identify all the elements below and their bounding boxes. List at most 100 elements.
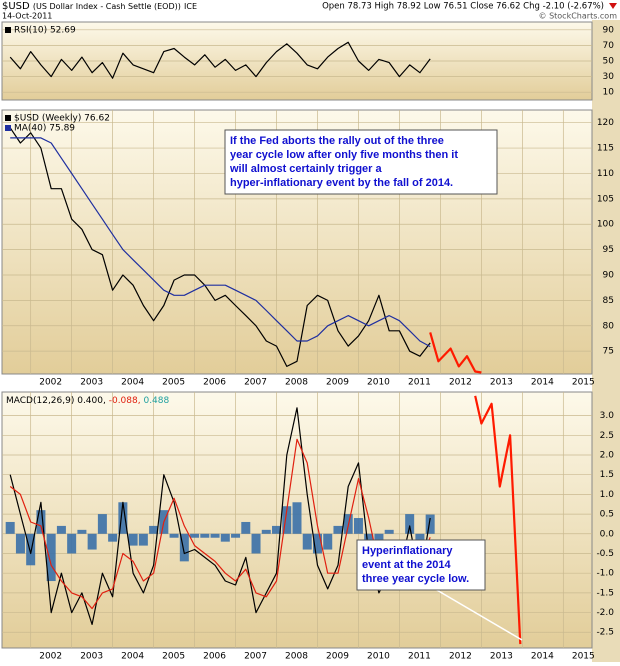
histogram-bar bbox=[77, 529, 87, 534]
x-tick-label: 2011 bbox=[408, 652, 431, 662]
x-tick-label: 2008 bbox=[285, 652, 308, 662]
x-tick-label: 2009 bbox=[326, 652, 349, 662]
series-line bbox=[9, 438, 431, 610]
axis-strip bbox=[592, 20, 620, 662]
y-tick-label: 75 bbox=[603, 347, 614, 357]
x-tick-label: 2010 bbox=[367, 378, 390, 388]
x-tick-label: 2015 bbox=[572, 652, 595, 662]
x-tick-label: 2013 bbox=[490, 652, 513, 662]
histogram-bar bbox=[353, 518, 363, 534]
histogram-bar bbox=[261, 529, 271, 534]
x-tick-label: 2014 bbox=[531, 652, 554, 662]
annotation-text: Hyperinflationary bbox=[362, 545, 453, 557]
series-line bbox=[9, 127, 431, 367]
histogram-bar bbox=[108, 533, 118, 542]
histogram-bar bbox=[190, 533, 200, 538]
y-tick-label: 70 bbox=[603, 41, 615, 51]
histogram-bar bbox=[405, 514, 415, 534]
histogram-bar bbox=[251, 533, 261, 554]
x-tick-label: 2005 bbox=[162, 378, 185, 388]
histogram-bar bbox=[87, 533, 97, 550]
y-tick-label: 1.5 bbox=[600, 470, 614, 480]
histogram-bar bbox=[323, 533, 333, 550]
histogram-bar bbox=[36, 510, 46, 534]
y-tick-label: 30 bbox=[603, 72, 615, 82]
y-tick-label: 85 bbox=[603, 296, 614, 306]
legend-swatch bbox=[5, 125, 11, 131]
histogram-bar bbox=[118, 502, 128, 534]
annotation-text: hyper-inflationary event by the fall of … bbox=[230, 177, 453, 189]
y-tick-label: 105 bbox=[597, 194, 614, 204]
histogram-bar bbox=[56, 525, 66, 534]
y-tick-label: 10 bbox=[603, 88, 615, 98]
y-tick-label: 95 bbox=[603, 245, 614, 255]
projection-line bbox=[474, 395, 522, 645]
y-tick-label: -0.5 bbox=[596, 549, 614, 559]
x-tick-label: 2004 bbox=[121, 652, 144, 662]
x-tick-label: 2007 bbox=[244, 378, 267, 388]
x-tick-label: 2009 bbox=[326, 378, 349, 388]
y-tick-label: 2.5 bbox=[600, 431, 614, 441]
y-tick-label: 90 bbox=[603, 271, 615, 281]
x-tick-label: 2013 bbox=[490, 378, 513, 388]
histogram-bar bbox=[302, 533, 312, 550]
histogram-bar bbox=[46, 533, 56, 582]
x-tick-label: 2014 bbox=[531, 378, 554, 388]
histogram-bar bbox=[292, 502, 302, 534]
histogram-bar bbox=[312, 533, 322, 554]
histogram-bar bbox=[179, 533, 189, 562]
histogram-bar bbox=[241, 521, 251, 534]
symbol-name: (US Dollar Index - Cash Settle (EOD)) bbox=[33, 2, 181, 11]
y-tick-label: 80 bbox=[603, 321, 615, 331]
histogram-bar bbox=[26, 533, 36, 566]
legend-entry: $USD (Weekly) 76.62 bbox=[14, 114, 110, 124]
series-line bbox=[9, 41, 431, 79]
exchange: ICE bbox=[184, 2, 197, 11]
legend-entry: 0.488 bbox=[143, 396, 169, 406]
y-tick-label: -2.0 bbox=[596, 608, 614, 618]
histogram-bar bbox=[333, 525, 343, 534]
quote: Open 78.73 High 78.92 Low 76.51 Close 76… bbox=[322, 2, 604, 12]
y-tick-label: 100 bbox=[597, 220, 614, 230]
y-tick-label: -2.5 bbox=[596, 628, 614, 638]
y-tick-label: 0.0 bbox=[600, 529, 615, 539]
x-tick-label: 2011 bbox=[408, 378, 431, 388]
histogram-bar bbox=[282, 506, 292, 534]
annotation-box bbox=[356, 539, 486, 591]
annotation-pointer bbox=[429, 585, 523, 641]
y-tick-label: 90 bbox=[603, 25, 615, 35]
symbol-text: $USD bbox=[2, 1, 30, 12]
annotation-text: will almost certainly trigger a bbox=[229, 163, 382, 175]
plot bbox=[9, 127, 431, 367]
histogram-bar bbox=[384, 529, 394, 534]
histogram-bar bbox=[169, 533, 179, 538]
histogram-bar bbox=[5, 521, 15, 534]
histogram-bar bbox=[210, 533, 220, 538]
x-tick-label: 2006 bbox=[203, 378, 226, 388]
symbol: $USD (US Dollar Index - Cash Settle (EOD… bbox=[2, 1, 197, 12]
histogram-bar bbox=[220, 533, 230, 542]
x-tick-label: 2012 bbox=[449, 378, 472, 388]
annotation-text: year cycle low after only five months th… bbox=[230, 149, 458, 161]
x-tick-label: 2002 bbox=[39, 378, 62, 388]
annotation-text: three year cycle low. bbox=[362, 573, 469, 585]
down-arrow bbox=[609, 3, 617, 9]
histogram-bar bbox=[149, 525, 159, 534]
histogram-bar bbox=[128, 533, 138, 546]
y-tick-label: 1.0 bbox=[600, 490, 615, 500]
x-tick-label: 2008 bbox=[285, 378, 308, 388]
y-tick-label: 50 bbox=[603, 57, 615, 67]
histogram-bar bbox=[97, 514, 107, 534]
histogram-bar bbox=[231, 533, 241, 538]
x-tick-label: 2006 bbox=[203, 652, 226, 662]
histogram-bar bbox=[138, 533, 148, 546]
x-tick-label: 2010 bbox=[367, 652, 390, 662]
x-tick-label: 2002 bbox=[39, 652, 62, 662]
annotation-text: event at the 2014 bbox=[362, 559, 452, 571]
histogram-bar bbox=[67, 533, 77, 554]
x-tick-label: 2003 bbox=[80, 378, 103, 388]
annotation-box bbox=[224, 129, 498, 195]
histogram-bar bbox=[200, 533, 210, 538]
legend-entry: -0.088, bbox=[109, 396, 141, 406]
